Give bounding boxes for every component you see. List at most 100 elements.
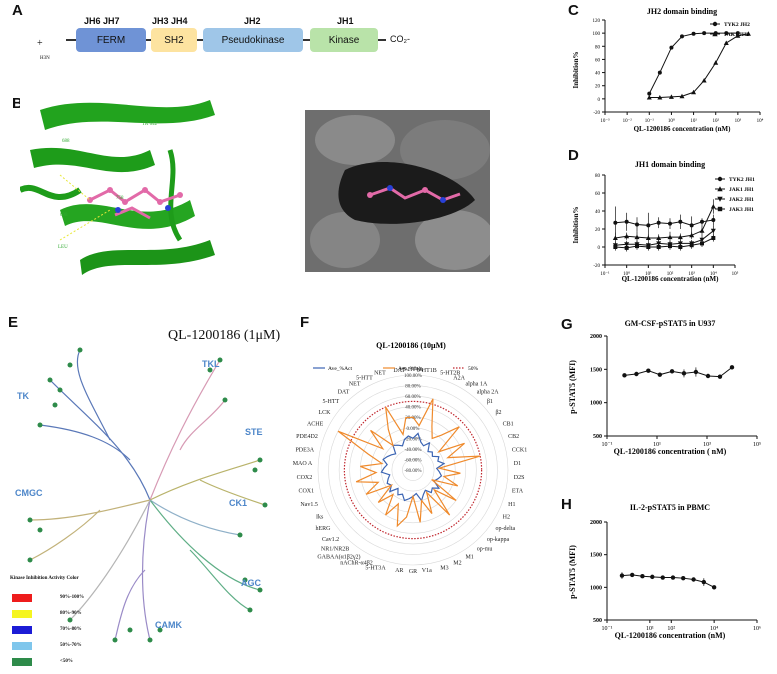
radar-ring-label: 20.00% <box>405 416 420 421</box>
y-tick-label: 80 <box>595 45 601 50</box>
radar-category-label: op-mu <box>477 546 493 552</box>
data-point <box>678 219 683 224</box>
data-point <box>635 222 640 227</box>
radar-category-label: 5-HT2B <box>440 371 460 377</box>
kinase-group-label: STE <box>245 427 263 437</box>
data-point <box>711 236 716 240</box>
data-point <box>647 91 652 96</box>
radar-series-inh <box>337 398 481 528</box>
docking-ribbon-image <box>20 90 220 280</box>
data-point <box>702 31 707 36</box>
radar-category-label: op-delta <box>496 526 516 532</box>
radar-category-label: 5-HTT <box>323 399 340 405</box>
legend-label: 50% <box>468 366 479 372</box>
radar-category-label: AR <box>395 568 403 574</box>
x-axis-label: QL-1200186 concentration (nM) <box>622 275 719 283</box>
x-tick-label: 10⁶ <box>753 626 761 632</box>
panel-label-f: F <box>300 314 310 331</box>
data-point <box>657 372 663 377</box>
x-tick-label: 10¹ <box>645 271 652 277</box>
y-axis-label: Inhibition% <box>572 207 580 244</box>
data-point <box>656 245 661 249</box>
data-point <box>679 34 684 39</box>
radar-category-label: nAChR-α4β2 <box>340 561 373 567</box>
residue-label: 688 <box>62 139 70 144</box>
n-terminal-plus: + <box>37 38 43 49</box>
data-point <box>670 575 676 580</box>
x-tick-label: 10³ <box>735 118 742 124</box>
n-terminal-label: H3N <box>40 56 50 61</box>
domain-head-kinase: JH1 <box>337 16 354 26</box>
data-point <box>646 223 651 228</box>
radar-ring-label: 0.00% <box>407 427 420 432</box>
panel-label-g: G <box>561 316 573 333</box>
kinase-group-label: TK <box>17 391 29 401</box>
radar-category-label: CB2 <box>508 434 519 440</box>
x-tick-label: 10⁻¹ <box>645 118 655 124</box>
data-point <box>635 244 640 249</box>
x-tick-label: 10² <box>667 626 675 632</box>
y-tick-label: -20 <box>593 111 600 116</box>
radar-category-label: 5-HTT <box>356 375 373 381</box>
radar-category-label: alpha 1A <box>465 382 487 388</box>
radar-category-label: PDE3A <box>295 447 314 453</box>
data-point <box>713 60 719 65</box>
x-tick-label: 10⁰ <box>668 118 675 124</box>
y-tick-label: 0 <box>598 246 601 251</box>
series-line <box>649 33 749 99</box>
y-tick-label: 80 <box>595 174 601 179</box>
radar-category-label: ETA <box>512 489 524 495</box>
legend-swatch <box>12 626 32 634</box>
data-point <box>624 219 629 224</box>
panel-label-b: B <box>12 95 23 112</box>
x-tick-label: 10⁴ <box>757 118 764 124</box>
legend-label: 70%-80% <box>60 627 82 632</box>
radar-category-label: Iks <box>316 514 324 520</box>
data-point <box>700 219 705 224</box>
data-point <box>669 369 675 374</box>
data-point <box>645 235 651 240</box>
chart-f-radar: QL-1200186 (10μM) 100.00% 80.00% 60.00% 40.… <box>293 341 528 575</box>
data-point <box>634 371 639 377</box>
kinase-group-label: CAMK <box>155 620 182 630</box>
radar-category-label: DAT <box>338 390 350 396</box>
data-point <box>656 235 662 240</box>
y-tick-label: 100 <box>593 32 601 37</box>
radar-ring-label: 60.00% <box>405 395 420 400</box>
data-point <box>724 31 729 36</box>
radar-category-label: Nav1.5 <box>300 502 318 508</box>
data-point <box>678 245 683 249</box>
x-tick-label: 10¹ <box>646 626 654 632</box>
residue-label: LEU <box>58 245 68 250</box>
data-point <box>650 574 655 580</box>
x-tick-label: 10⁻¹ <box>602 626 613 632</box>
radar-category-label: D1 <box>514 461 521 467</box>
data-point <box>735 33 741 38</box>
radar-category-label: V1a <box>422 568 432 574</box>
radar-category-label: op-kappa <box>487 537 510 543</box>
data-point <box>612 235 618 240</box>
radar-grid-ring <box>338 395 488 545</box>
domain-ferm: FERM <box>76 28 146 52</box>
series-line <box>615 219 714 226</box>
legend-label: Ave_%Act <box>328 366 352 372</box>
legend-label: 90%-100% <box>60 595 85 600</box>
kinase-group-label: CMGC <box>15 488 43 498</box>
data-point <box>613 245 618 249</box>
y-tick-label: 40 <box>595 72 601 77</box>
series-line <box>615 230 714 246</box>
series-line <box>648 32 738 94</box>
radar-grid-ring <box>391 448 435 492</box>
legend-label: <50% <box>60 659 73 664</box>
legend-label: JAK2 JH1 <box>729 197 754 203</box>
radar-category-label: DAT <box>393 368 405 374</box>
y-tick-label: 500 <box>593 618 602 624</box>
data-point <box>717 374 723 379</box>
radar-category-label: 5-HT1A <box>403 367 424 373</box>
kinome-tree <box>27 347 268 643</box>
data-point <box>646 245 651 249</box>
kinase-group-label: TKL <box>202 359 220 369</box>
radar-category-label: alpha 2A <box>477 390 499 396</box>
domain-head-pseudokinase: JH2 <box>244 16 261 26</box>
data-point <box>640 574 645 579</box>
